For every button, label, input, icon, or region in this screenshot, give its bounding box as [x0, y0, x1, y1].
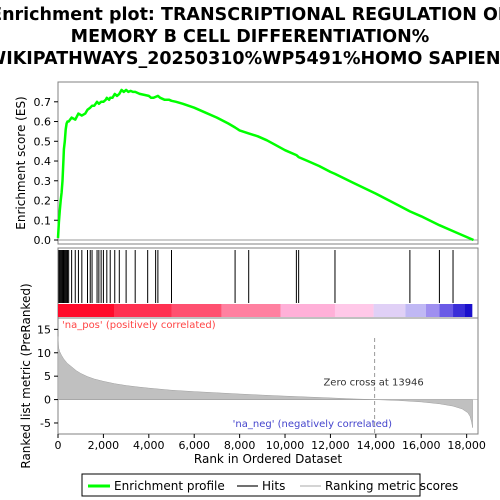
rank-heatmap-bar	[58, 304, 473, 317]
es-y-tick-label: 0.5	[34, 135, 52, 148]
ranked-metric-panel: -5 0 5 10 15 Zero cross at 13946 'na_pos' (p…	[37, 317, 479, 435]
metric-plot-frame	[57, 317, 479, 435]
heatmap-segment	[221, 304, 281, 317]
x-tick-label: 10,000	[266, 439, 305, 452]
metric-y-axis-label: Ranked list metric (PreRanked)	[19, 283, 33, 468]
legend-label-hits: Hits	[262, 479, 285, 493]
heatmap-segment	[425, 304, 440, 317]
metric-y-tick-label: -5	[40, 417, 51, 430]
chart-title-line-2: MEMORY B CELL DIFFERENTIATION%	[71, 27, 430, 47]
heatmap-segment	[171, 304, 222, 317]
heatmap-segment	[373, 304, 406, 317]
positive-correlation-label: 'na_pos' (positively correlated)	[62, 320, 216, 331]
es-y-tick-label: 0.2	[34, 195, 52, 208]
es-y-tick-label: 0.3	[34, 175, 52, 188]
metric-y-axis: -5 0 5 10 15	[37, 323, 58, 430]
heatmap-segment	[453, 304, 465, 317]
x-tick-label: 2,000	[88, 439, 120, 452]
x-tick-label: 12,000	[311, 439, 350, 452]
x-axis-label: Rank in Ordered Dataset	[194, 452, 342, 466]
ranking-metric-area	[57, 336, 473, 428]
x-tick-label: 16,000	[402, 439, 441, 452]
heatmap-segment	[334, 304, 374, 317]
es-y-axis: 0.0 0.1 0.2 0.3 0.4 0.5 0.6 0.7	[34, 96, 58, 247]
es-y-tick-label: 0.6	[34, 116, 52, 129]
x-tick-label: 0	[55, 439, 62, 452]
heatmap-segment	[464, 304, 473, 317]
metric-y-tick-label: 0	[44, 394, 51, 407]
hit-marks	[58, 250, 454, 303]
es-y-tick-label: 0.4	[34, 155, 52, 168]
es-y-tick-label: 0.7	[34, 96, 52, 109]
heatmap-segment	[114, 304, 172, 317]
x-tick-label: 14,000	[357, 439, 396, 452]
x-tick-label: 8,000	[224, 439, 256, 452]
x-axis: 0 2,000 4,000 6,000 8,000 10,000 12,000 14,000 1…	[55, 434, 486, 452]
enrichment-profile-line	[56, 88, 474, 242]
chart-title-line-1: Enrichment plot: TRANSCRIPTIONAL REGULAT…	[0, 5, 500, 25]
ranking-metric-area	[57, 336, 478, 428]
heatmap-segment	[58, 304, 115, 317]
x-tick-label: 18,000	[447, 439, 486, 452]
es-y-tick-label: 0.1	[34, 214, 52, 227]
chart-title-line-3: WIKIPATHWAYS_20250310%WP5491%HOMO SAPIEN…	[0, 49, 500, 69]
metric-y-tick-label: 5	[44, 370, 51, 383]
es-y-axis-label: Enrichment score (ES)	[14, 96, 28, 229]
es-y-tick-label: 0.0	[34, 234, 52, 247]
hits-panel	[57, 247, 479, 319]
metric-y-tick-label: 15	[37, 323, 51, 336]
negative-correlation-label: 'na_neg' (negatively correlated)	[233, 419, 392, 430]
heatmap-segment	[405, 304, 426, 317]
enrichment-profile-line	[56, 88, 474, 242]
heatmap-segment	[439, 304, 454, 317]
legend: Enrichment profile Hits Ranking metric s…	[81, 473, 458, 497]
zero-cross-label: Zero cross at 13946	[323, 378, 423, 389]
legend-label-ranking-metric-scores: Ranking metric scores	[325, 479, 458, 493]
enrichment-score-panel: 0.0 0.1 0.2 0.3 0.4 0.5 0.6 0.7	[34, 81, 479, 247]
x-tick-label: 4,000	[133, 439, 165, 452]
legend-label-enrichment-profile: Enrichment profile	[114, 479, 225, 493]
x-tick-label: 6,000	[178, 439, 210, 452]
metric-y-tick-label: 10	[37, 347, 51, 360]
es-plot-frame	[57, 81, 479, 245]
heatmap-segment	[280, 304, 335, 317]
